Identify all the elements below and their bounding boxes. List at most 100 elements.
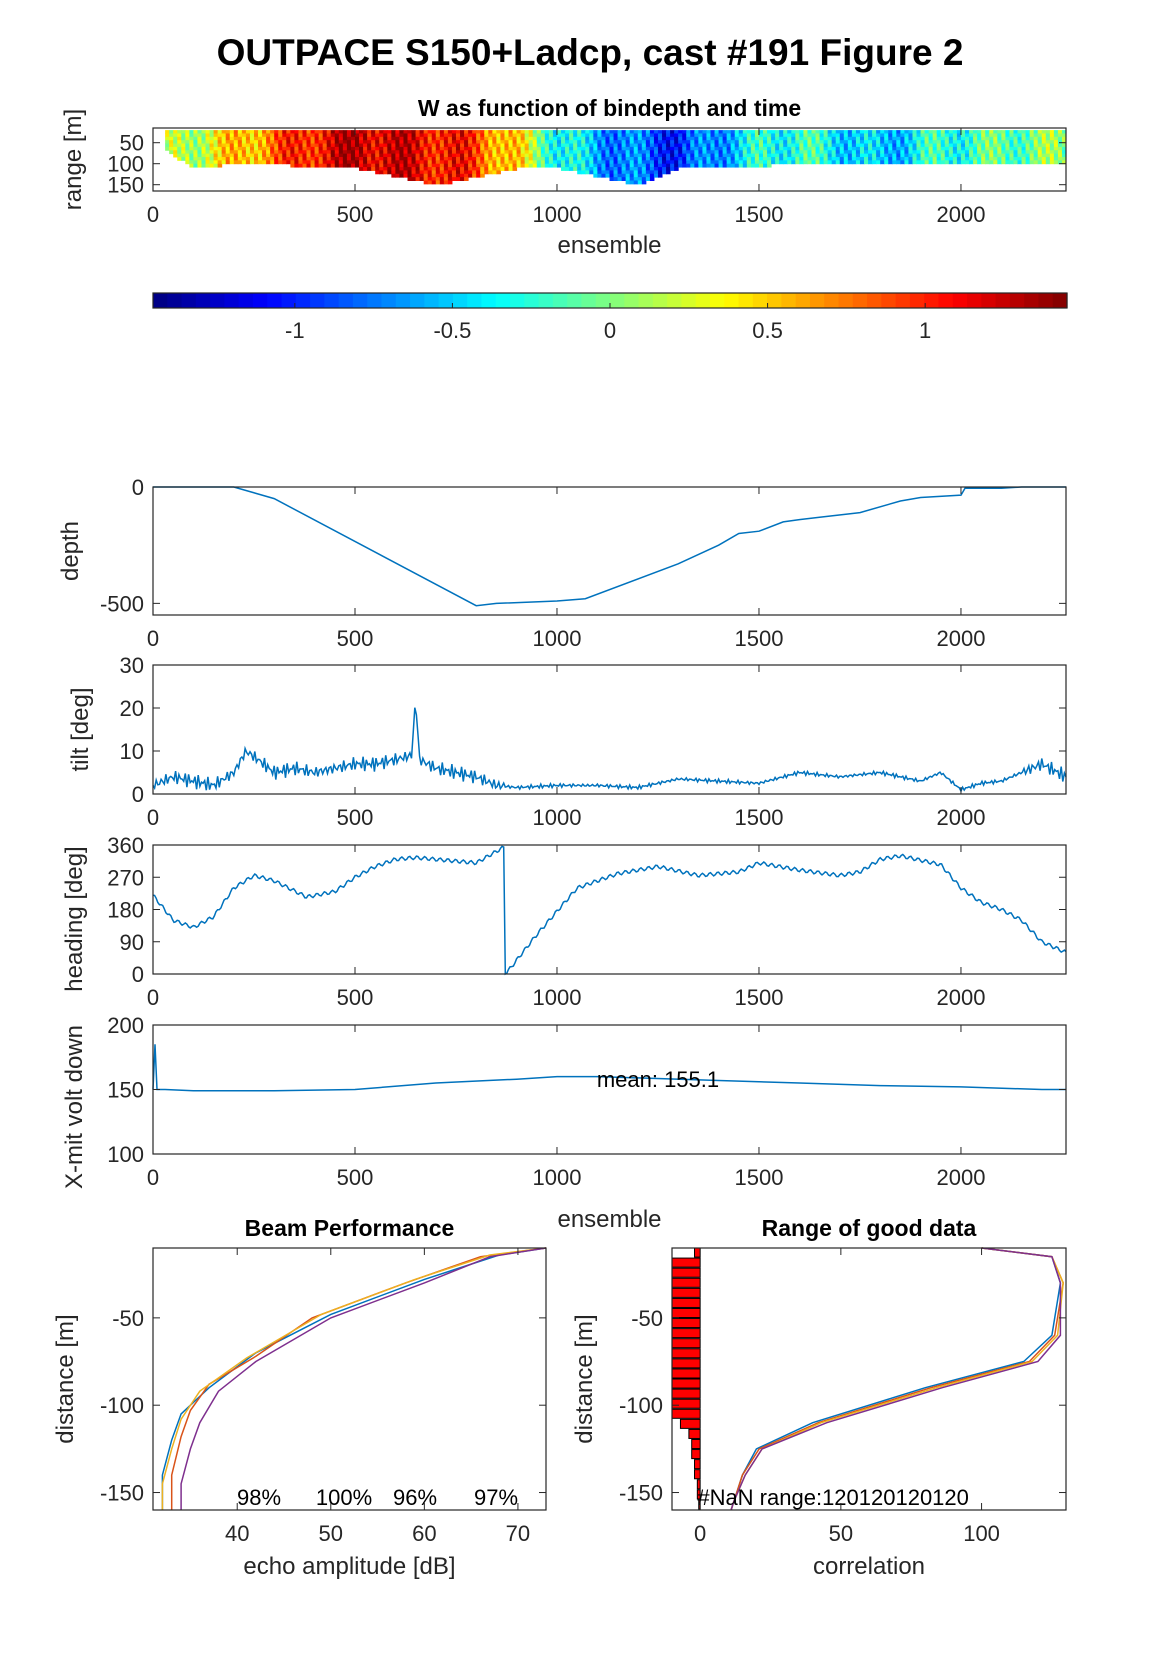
colorbar-cell <box>967 293 982 308</box>
wmap-cell <box>811 143 817 148</box>
wmap-cell <box>799 153 804 158</box>
wmap-cell <box>528 163 534 168</box>
wmap-cell <box>488 133 493 138</box>
wmap-cell <box>637 153 643 158</box>
wmap-cell <box>290 140 295 145</box>
wmap-cell <box>738 156 744 161</box>
wmap-cell <box>807 140 812 145</box>
wmap-cell <box>435 163 441 168</box>
wmap-cell <box>262 136 267 141</box>
wmap-cell <box>1033 160 1039 165</box>
wmap-cell <box>569 133 574 138</box>
wmap-cell <box>346 140 352 145</box>
wmap-cell <box>1025 146 1031 151</box>
wmap-cell <box>884 133 889 138</box>
wmap-cell <box>447 177 453 181</box>
wmap-cell <box>758 163 764 168</box>
wmap-cell <box>855 136 861 141</box>
wmap-cell <box>868 143 873 148</box>
wmap-cell <box>359 133 364 138</box>
wmap-cell <box>791 146 796 151</box>
wmap-cell <box>177 156 182 161</box>
wmap-cell <box>197 143 202 148</box>
wmap-cell <box>944 136 950 141</box>
wmap-cell <box>900 130 905 134</box>
wmap-cell <box>1021 140 1027 145</box>
wmap-cell <box>981 160 986 165</box>
wmap-cell <box>375 167 380 171</box>
wmap-cell <box>282 133 287 138</box>
wmap-xlabel: ensemble <box>557 232 661 259</box>
wmap-cell <box>435 180 441 185</box>
wmap-cell <box>282 150 287 155</box>
wmap-cell <box>181 153 186 158</box>
wmap-cell <box>1009 150 1014 155</box>
wmap-cell <box>1005 140 1010 145</box>
wmap-cell <box>342 153 348 158</box>
wmap-cell <box>985 140 990 145</box>
wmap-cell <box>492 160 497 165</box>
wmap-cell <box>589 140 594 145</box>
wmap-cell <box>839 153 845 158</box>
wmap-cell <box>843 130 849 134</box>
wmap-cell <box>1045 146 1051 151</box>
wmap-cell <box>573 153 578 158</box>
wmap-cell <box>205 133 211 138</box>
wmap-cell <box>613 140 619 145</box>
wmap-cell <box>455 156 461 161</box>
wmap-cell <box>936 140 942 145</box>
wmap-cell <box>722 146 728 151</box>
wmap-cell <box>746 150 752 155</box>
wmap-y-tick-label: 100 <box>107 152 144 177</box>
wmap-cell <box>868 160 873 165</box>
wmap-cell <box>403 153 409 158</box>
wmap-cell <box>896 156 901 161</box>
wmap-cell <box>884 160 889 165</box>
wmap-cell <box>722 140 728 145</box>
wmap-cell <box>484 160 489 165</box>
wmap-cell <box>528 133 534 138</box>
wmap-cell <box>649 170 655 175</box>
wmap-cell <box>981 153 986 158</box>
wmap-cell <box>516 150 522 155</box>
heading-x-tick-label: 500 <box>337 985 374 1010</box>
wmap-cell <box>407 130 413 134</box>
wmap-cell <box>427 133 433 138</box>
wmap-cell <box>851 160 857 165</box>
wmap-cell <box>439 177 445 181</box>
wmap-cell <box>451 150 457 155</box>
wmap-cell <box>480 140 485 145</box>
wmap-cell <box>193 136 198 141</box>
wmap-cell <box>960 143 966 148</box>
wmap-cell <box>670 150 675 155</box>
wmap-cell <box>415 173 421 178</box>
wmap-cell <box>439 133 445 138</box>
beam-percent-label: 97% <box>474 1485 518 1510</box>
wmap-cell <box>698 153 703 158</box>
wmap-cell <box>581 160 586 165</box>
wmap-cell <box>516 143 522 148</box>
wmap-cell <box>746 163 752 168</box>
wmap-cell <box>411 146 417 151</box>
wmap-cell <box>544 136 550 141</box>
heading-y-tick-label: 180 <box>107 898 144 923</box>
wmap-cell <box>451 167 457 171</box>
wmap-cell <box>686 160 691 165</box>
wmap-cell <box>544 163 550 168</box>
wmap-cell <box>282 140 287 145</box>
wmap-cell <box>1033 130 1039 134</box>
wmap-cell <box>395 150 400 155</box>
wmap-cell <box>197 156 202 161</box>
wmap-cell <box>431 180 437 185</box>
wmap-cell <box>989 133 994 138</box>
wmap-cell <box>754 140 760 145</box>
wmap-cell <box>734 150 740 155</box>
wmap-cell <box>565 140 570 145</box>
wmap-cell <box>213 163 219 168</box>
wmap-cell <box>165 146 170 151</box>
wmap-cell <box>577 136 582 141</box>
wmap-cell <box>395 153 400 158</box>
wmap-cell <box>581 133 586 138</box>
wmap-cell <box>411 150 417 155</box>
wmap-cell <box>225 146 231 151</box>
